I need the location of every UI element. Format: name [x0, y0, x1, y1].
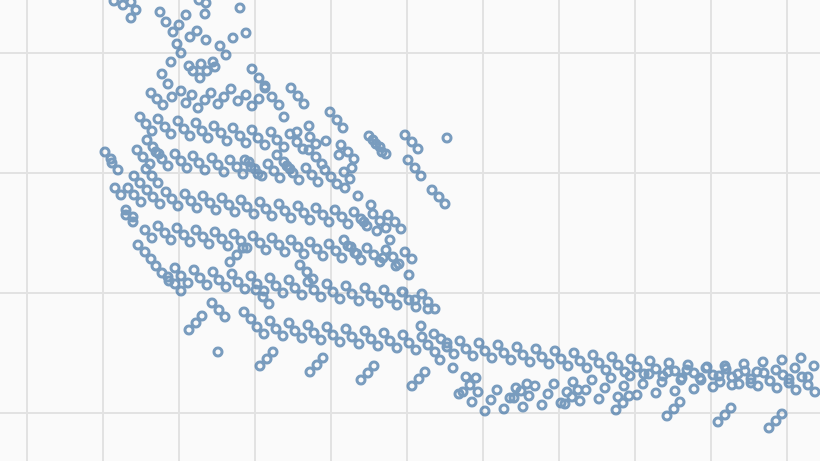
scatter-plot-canvas	[0, 0, 820, 461]
plot-background	[0, 0, 820, 461]
grid-layer	[0, 0, 820, 461]
